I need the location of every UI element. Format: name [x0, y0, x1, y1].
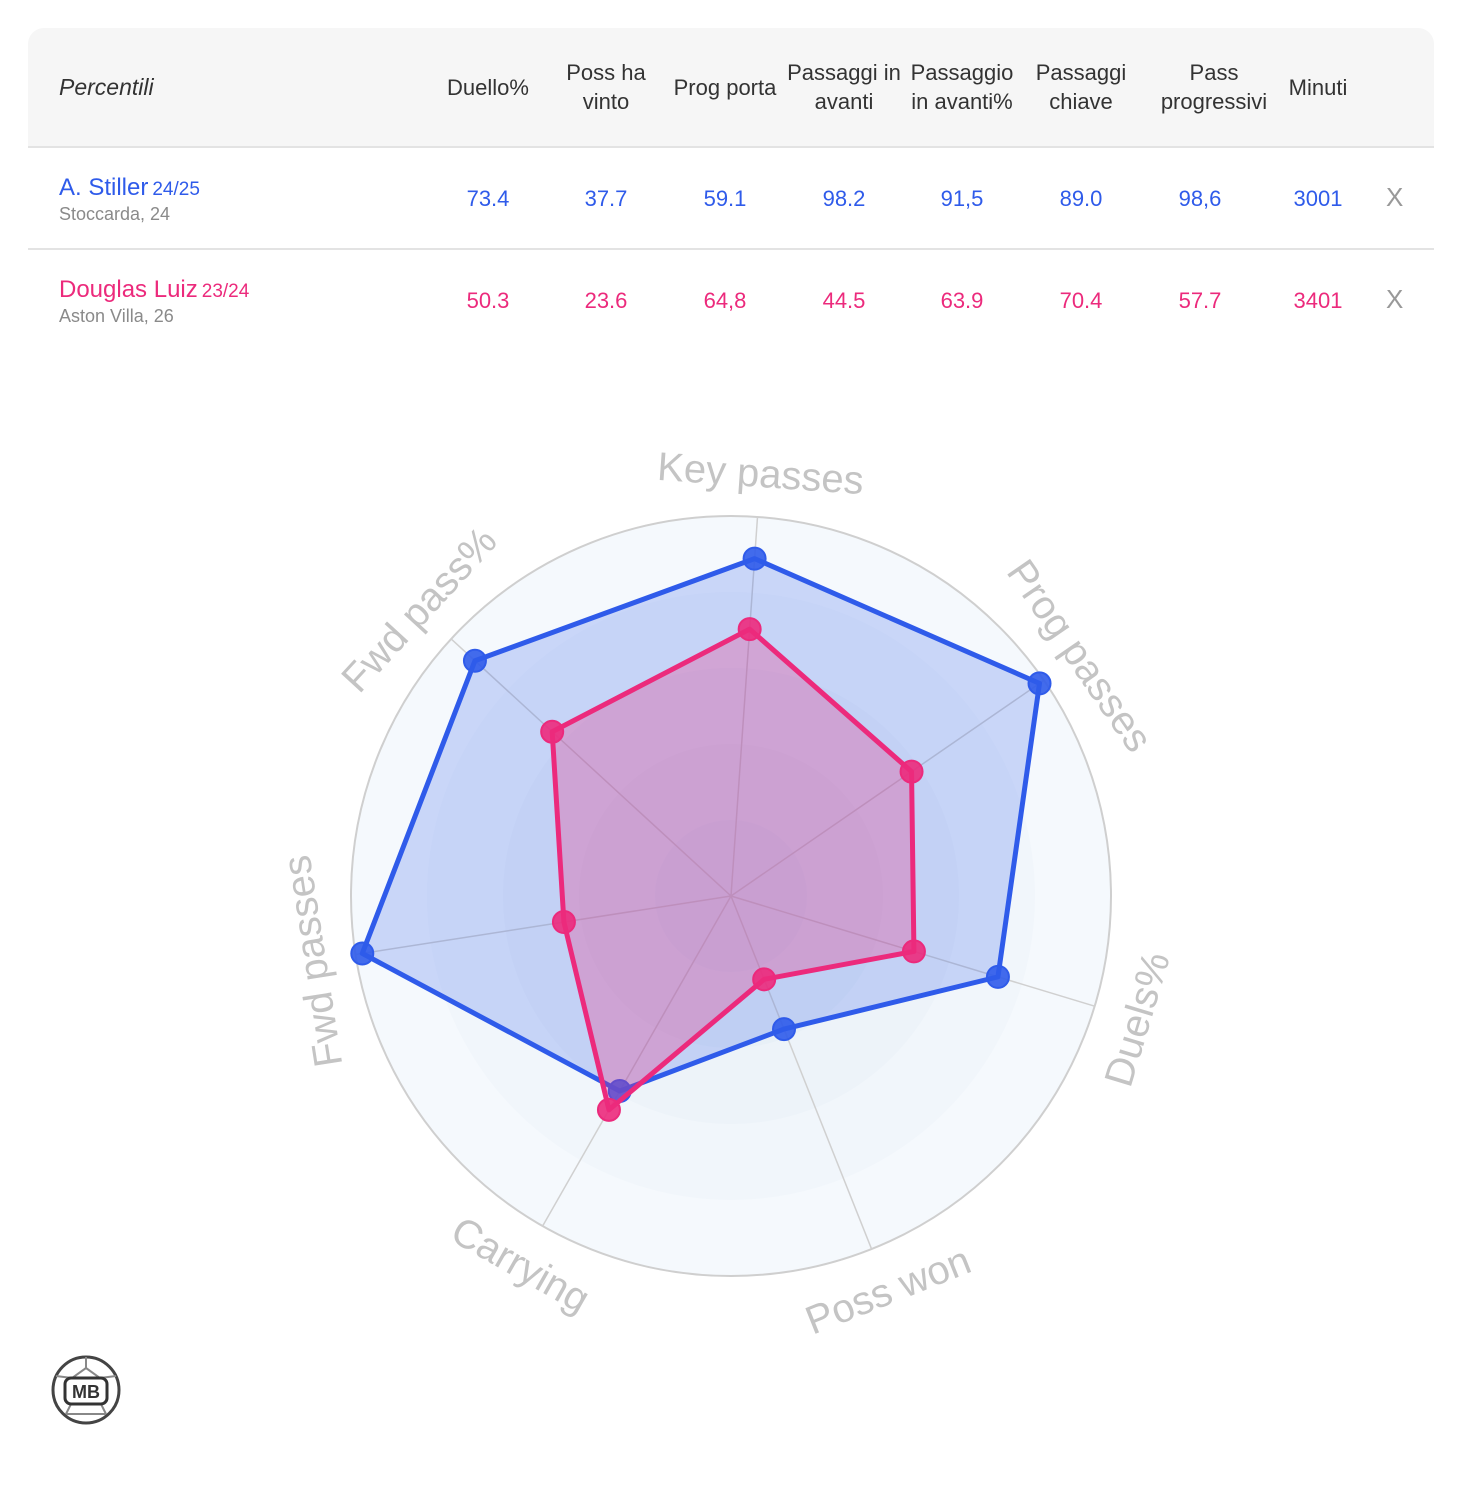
value-cell: 44.5 [822, 288, 866, 313]
radar-point[interactable] [899, 759, 924, 784]
remove-player-button[interactable]: X [1386, 182, 1404, 212]
player-row: A. Stiller 24/25 Stoccarda, 24 73.4 37.7 … [28, 148, 1434, 250]
value-cell: 70.4 [1059, 288, 1103, 313]
player-name[interactable]: A. Stiller 24/25 [59, 174, 200, 202]
player-club: Aston Villa, 26 [59, 306, 174, 326]
axis-label: Fwd passes [275, 852, 351, 1070]
logo-text: MB [72, 1382, 100, 1402]
radar-point[interactable] [737, 617, 762, 642]
player-season: 24/25 [152, 179, 200, 200]
value-cell: 59.1 [703, 186, 747, 211]
radar-point[interactable] [772, 1017, 797, 1042]
player-season: 23/24 [201, 281, 250, 302]
column-header-fwd-pass-pct[interactable]: Passaggio in avanti% [910, 60, 1014, 114]
radar-point[interactable] [742, 546, 767, 571]
player-club: Stoccarda, 24 [59, 204, 171, 224]
value-cell: 37.7 [584, 186, 628, 211]
player-row: Douglas Luiz 23/24 Aston Villa, 26 50.3 2… [28, 250, 1434, 350]
player-name-text: A. Stiller [59, 174, 149, 201]
value-cell: 73.4 [466, 186, 510, 211]
column-header-fwd-passes[interactable]: Passaggi in avanti [787, 60, 901, 114]
radar-point[interactable] [1027, 671, 1052, 696]
value-cell: 57.7 [1178, 288, 1222, 313]
radar-point[interactable] [901, 939, 926, 964]
column-header-prog-carry[interactable]: Prog porta [673, 74, 777, 100]
value-cell: 98,6 [1178, 186, 1222, 211]
value-cell: 50.3 [466, 288, 510, 313]
radar-spoke [450, 638, 732, 897]
column-header-duels[interactable]: Duello% [447, 74, 529, 100]
axis-label: Key passes [656, 445, 865, 503]
radar-point[interactable] [350, 941, 375, 966]
player-name-text: Douglas Luiz [59, 276, 198, 303]
percentile-label: Percentili [59, 74, 154, 100]
percentile-table: Percentili Duello% Poss ha vinto Prog po… [28, 28, 1434, 348]
radar-spoke [730, 516, 759, 897]
player-name[interactable]: Douglas Luiz 23/24 [59, 276, 249, 304]
radar-spoke [730, 895, 873, 1250]
column-header-prog-passes[interactable]: Pass progressivi [1160, 60, 1268, 114]
radar-series [540, 617, 926, 1122]
column-header-key-passes[interactable]: Passaggi chiave [1035, 60, 1127, 114]
axis-label: Duels% [1097, 947, 1179, 1092]
value-cell: 64,8 [703, 288, 747, 313]
value-cell: 3001 [1293, 186, 1343, 211]
column-header-minutes[interactable]: Minuti [1288, 74, 1348, 100]
radar-area [549, 626, 917, 1113]
table-header: Percentili Duello% Poss ha vinto Prog po… [28, 28, 1434, 148]
value-cell: 98.2 [822, 186, 866, 211]
radar-point[interactable] [462, 648, 487, 673]
radar-point[interactable] [596, 1097, 621, 1122]
radar-point[interactable] [551, 910, 576, 935]
remove-player-button[interactable]: X [1386, 284, 1404, 314]
value-cell: 63.9 [940, 288, 984, 313]
mb-logo: MB [51, 1355, 121, 1425]
radar-spoke [730, 679, 1045, 897]
radar-point[interactable] [540, 719, 565, 744]
radar-point[interactable] [752, 967, 777, 992]
radar-spoke [355, 895, 732, 956]
value-cell: 3401 [1293, 288, 1343, 313]
value-cell: 91,5 [940, 186, 984, 211]
value-cell: 89.0 [1059, 186, 1103, 211]
radar-spoke [541, 895, 732, 1227]
column-header-poss-won[interactable]: Poss ha vinto [566, 60, 646, 114]
value-cell: 23.6 [584, 288, 628, 313]
radar-point[interactable] [985, 964, 1010, 989]
